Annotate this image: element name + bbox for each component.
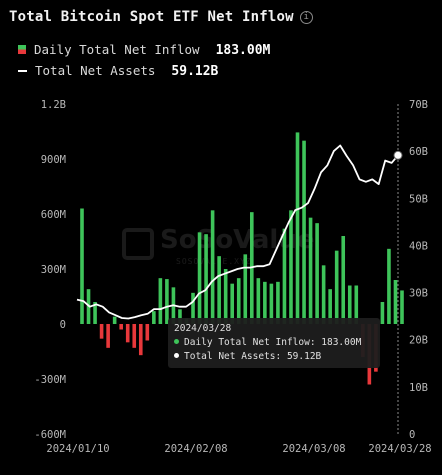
inflow-bar [263, 281, 267, 324]
legend-assets[interactable]: Total Net Assets 59.12B [18, 63, 218, 79]
right-axis-tick-label: 40B [409, 240, 428, 252]
x-axis-tick-label: 2024/03/28 [368, 443, 431, 455]
inflow-bar [152, 311, 156, 324]
legend-inflow-value: 183.00M [215, 43, 271, 58]
left-axis-tick-label: 900M [41, 154, 66, 166]
inflow-bar [119, 324, 123, 330]
left-axis-tick-label: -300M [34, 374, 66, 386]
inflow-bar [223, 269, 228, 324]
watermark-logo-icon [122, 228, 154, 260]
inflow-bar [178, 309, 182, 324]
x-axis-tick-label: 2024/03/08 [282, 443, 345, 455]
inflow-bar [400, 290, 404, 324]
inflow-bar [282, 228, 287, 324]
right-axis-tick-label: 20B [409, 335, 428, 347]
inflow-bar [295, 132, 300, 324]
inflow-bar [354, 285, 359, 324]
x-axis-tick-label: 2024/02/08 [164, 443, 227, 455]
inflow-bar [321, 265, 326, 324]
right-axis-tick-label: 10B [409, 382, 428, 394]
x-axis-tick-label: 2024/01/10 [46, 443, 109, 455]
left-axis-tick-label: 300M [41, 264, 66, 276]
inflow-bar [197, 232, 202, 324]
inflow-bar [308, 217, 313, 324]
inflow-bar [276, 281, 280, 324]
tooltip: 2024/03/28 Daily Total Net Inflow: 183.0… [168, 318, 380, 368]
assets-swatch-icon [18, 70, 27, 72]
inflow-bar [302, 140, 306, 324]
inflow-bar [334, 250, 339, 324]
tooltip-assets: Total Net Assets: 59.12B [174, 351, 374, 362]
inflow-swatch-icon [18, 45, 26, 54]
inflow-bar [125, 324, 130, 343]
net-assets-line [76, 144, 399, 320]
left-axis-tick-label: 600M [41, 209, 66, 221]
watermark-brand: SoSoValue [160, 225, 315, 255]
inflow-bar [204, 234, 208, 324]
right-axis-tick-label: 60B [409, 146, 428, 158]
inflow-bar [256, 278, 261, 324]
inflow-bar [269, 283, 274, 324]
inflow-bar [145, 324, 150, 341]
legend-inflow-label: Daily Total Net Inflow [34, 42, 200, 57]
tooltip-inflow-dot-icon [174, 339, 179, 344]
right-axis-tick-label: 0 [409, 429, 415, 441]
inflow-bar [380, 302, 385, 324]
inflow-bar [328, 289, 332, 324]
inflow-bar [289, 210, 293, 324]
tooltip-inflow: Daily Total Net Inflow: 183.00M [174, 337, 374, 348]
inflow-bar [236, 278, 241, 324]
chart-title: Total Bitcoin Spot ETF Net Inflow i [9, 9, 313, 25]
inflow-bar [393, 280, 398, 324]
inflow-bar [210, 210, 215, 324]
inflow-bar [99, 324, 104, 339]
inflow-bar [132, 324, 137, 348]
tooltip-assets-dot-icon [174, 353, 179, 358]
inflow-bar [347, 285, 352, 324]
inflow-bar [387, 248, 391, 324]
inflow-bar [217, 256, 221, 324]
inflow-bar [315, 223, 319, 324]
inflow-bar [138, 324, 143, 356]
right-axis-tick-label: 50B [409, 193, 428, 205]
inflow-bar [341, 236, 346, 324]
inflow-bar [112, 316, 117, 324]
tooltip-date: 2024/03/28 [174, 323, 232, 334]
right-axis-tick-label: 30B [409, 288, 428, 300]
legend-assets-label: Total Net Assets [35, 63, 156, 78]
info-icon[interactable]: i [299, 11, 313, 24]
inflow-bar [158, 278, 163, 324]
legend-inflow[interactable]: Daily Total Net Inflow 183.00M [18, 42, 270, 58]
inflow-bar [106, 324, 110, 348]
inflow-bar [230, 283, 235, 324]
inflow-bar [243, 254, 248, 324]
right-axis-tick-label: 70B [409, 99, 428, 111]
inflow-bar [93, 302, 97, 324]
left-axis-tick-label: 1.2B [41, 99, 66, 111]
inflow-bar [80, 208, 84, 324]
legend-assets-value: 59.12B [171, 64, 219, 79]
left-axis-tick-label: 0 [60, 319, 66, 331]
left-axis-tick-label: -600M [34, 429, 66, 441]
inflow-bar [191, 292, 195, 324]
inflow-bar [165, 279, 169, 324]
net-assets-marker [393, 150, 403, 160]
